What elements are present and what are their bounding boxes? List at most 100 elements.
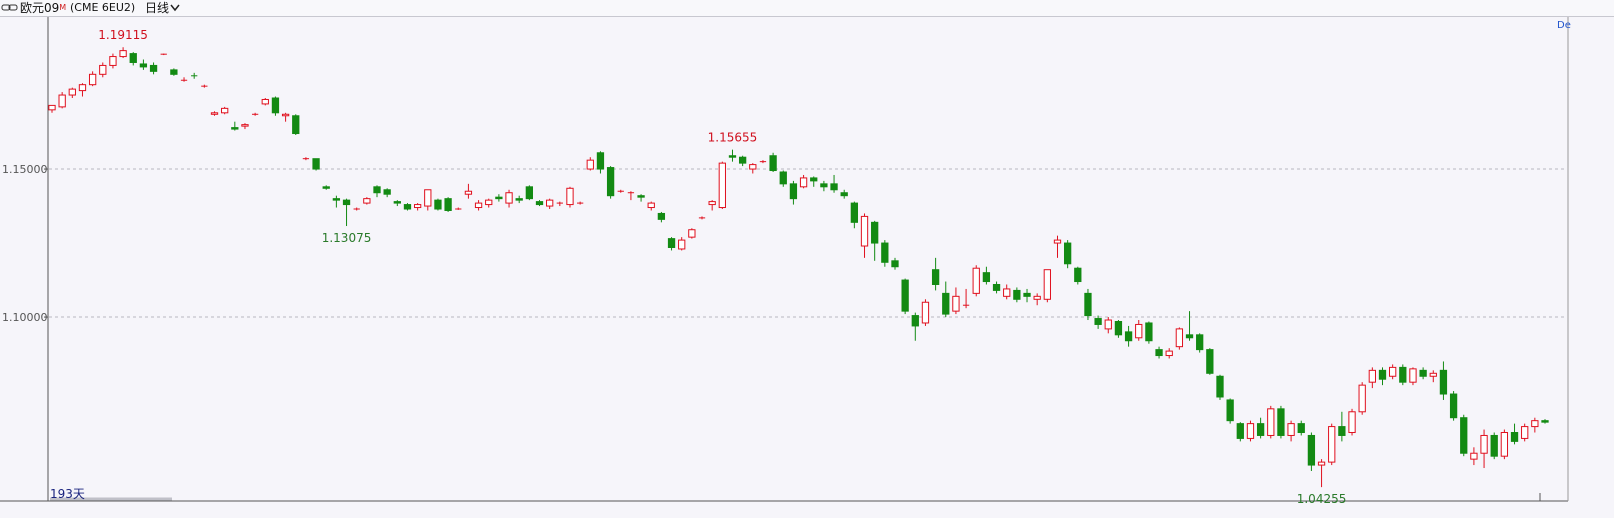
candle-body: [911, 315, 919, 327]
candle-body: [1114, 320, 1123, 336]
candle-body: [1399, 366, 1407, 383]
candle-body: [312, 158, 320, 170]
candle-body: [373, 186, 381, 194]
candle-body: [109, 56, 117, 66]
candle-body: [840, 192, 848, 197]
candle-body: [231, 127, 239, 130]
candle-body: [1449, 393, 1458, 419]
candle-body: [1003, 288, 1011, 297]
candle-body: [1307, 434, 1316, 466]
y-tick-label: 1.15000: [2, 163, 48, 176]
candle-body: [606, 167, 615, 197]
candle-body: [688, 229, 696, 238]
dropdown-arrow[interactable]: [169, 0, 181, 16]
candle-body: [546, 199, 554, 207]
candle-body: [942, 292, 950, 315]
candle-body: [1084, 292, 1092, 317]
candle-body: [1460, 417, 1468, 454]
candle-body: [820, 183, 828, 188]
candle-body: [647, 202, 655, 209]
candle-body: [505, 192, 513, 204]
candle-body: [1246, 423, 1255, 439]
candle-body: [485, 199, 493, 206]
candle-body: [1439, 369, 1448, 395]
candle-body: [424, 189, 432, 207]
candle-body: [68, 88, 76, 96]
candle-body: [850, 202, 859, 223]
candle-body: [1470, 452, 1478, 460]
candle-body: [170, 69, 178, 75]
candle-body: [261, 98, 269, 105]
y-tick-label: 1.10000: [2, 311, 48, 324]
candle-body: [1226, 399, 1234, 422]
link-icon[interactable]: [0, 0, 20, 16]
extreme-label: 1.19115: [98, 28, 148, 42]
period[interactable]: 日线: [145, 1, 170, 15]
corner-text: De: [1557, 20, 1571, 31]
candle-body: [535, 201, 544, 206]
candle-body: [1521, 426, 1529, 439]
candle-body: [383, 189, 391, 195]
candle-body: [1490, 434, 1498, 457]
title-sup: M: [59, 3, 67, 12]
candle-body: [332, 198, 341, 201]
candle-body: [1429, 372, 1437, 377]
candle-body: [992, 283, 1001, 291]
chart: 193天 De 1.15000 1.10000 1.19115 1.13075 1.15…: [0, 17, 1571, 506]
candle-body: [99, 64, 107, 75]
candle-body: [515, 198, 523, 201]
candle-body: [1216, 375, 1224, 398]
candle-body: [1074, 267, 1082, 283]
candle-body: [1175, 328, 1184, 348]
candle-body: [139, 63, 148, 68]
candle-body: [1277, 408, 1285, 436]
extreme-label: 1.15655: [708, 131, 758, 145]
candle-body: [119, 50, 127, 58]
candle-body: [1541, 420, 1549, 423]
candle-body: [749, 164, 757, 170]
candle-body: [1155, 349, 1163, 357]
title: 欧元09: [20, 1, 60, 15]
candle-body: [1135, 323, 1143, 339]
candle-body: [1023, 292, 1031, 297]
candle-body: [1165, 350, 1173, 357]
candle-body: [322, 186, 330, 189]
candle-body: [393, 201, 401, 204]
extreme-label: 1.04255: [1297, 492, 1347, 506]
candle-body: [1196, 334, 1204, 351]
candle-body: [88, 73, 97, 86]
candle-body: [1317, 461, 1326, 466]
candle-body: [1510, 432, 1519, 442]
candle-body: [718, 162, 726, 209]
candle-body: [1124, 331, 1133, 342]
candle-body: [403, 204, 412, 210]
candle-body: [1378, 369, 1387, 380]
candle-body: [1358, 384, 1366, 413]
candle-body: [952, 295, 960, 312]
candle-body: [1409, 368, 1417, 383]
candle-body: [586, 159, 594, 170]
toolbar: 欧元09M (CME 6EU2) 日线: [0, 0, 1614, 17]
candle-body: [221, 107, 229, 114]
candle-body: [1206, 349, 1214, 374]
candle-body: [566, 187, 574, 206]
candle-body: [799, 177, 808, 188]
candle-body: [931, 269, 940, 285]
candle-body: [1094, 318, 1102, 325]
candle-body: [667, 238, 676, 248]
candle-body: [413, 204, 422, 209]
candle-body: [1256, 423, 1265, 436]
candle-body: [1185, 334, 1194, 339]
candle-body: [972, 267, 980, 294]
candle-body: [1104, 319, 1112, 330]
candle-body: [830, 183, 838, 191]
candle-body: [728, 155, 737, 158]
candle-body: [1531, 420, 1539, 428]
candle-body: [464, 190, 473, 195]
candle-body: [1368, 369, 1376, 383]
candle-body: [525, 186, 534, 200]
candle-body: [901, 279, 909, 312]
candle-body: [789, 183, 798, 200]
candle-body: [1500, 432, 1509, 457]
candle-body: [78, 84, 87, 92]
